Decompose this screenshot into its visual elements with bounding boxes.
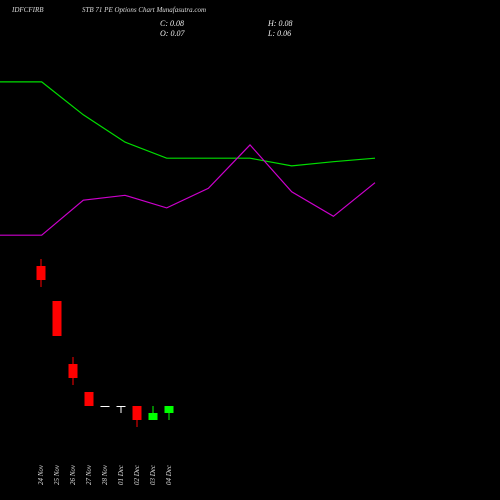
open-label: O: 0.07 [160, 29, 185, 38]
candle-body [100, 406, 110, 407]
low-label: L: 0.06 [267, 29, 291, 38]
candle-body [36, 266, 46, 280]
high-label: H: 0.08 [267, 19, 292, 28]
candle-body [116, 406, 126, 407]
candle-body [148, 413, 158, 420]
x-tick-label: 24 Nov [37, 464, 45, 485]
chart-title: IDFCFIRB [11, 6, 44, 14]
x-tick-label: 03 Dec [149, 464, 157, 485]
candle-body [132, 406, 142, 420]
indicator-line [0, 144, 376, 236]
x-tick-label: 02 Dec [133, 464, 141, 485]
x-tick-label: 25 Nov [53, 464, 61, 485]
indicator-line [0, 81, 376, 167]
close-label: C: 0.08 [160, 19, 184, 28]
candle-body [84, 392, 94, 406]
candle-body [68, 364, 78, 378]
x-tick-label: 27 Nov [85, 464, 93, 485]
candle-body [164, 406, 174, 413]
candle-body [52, 301, 62, 336]
x-tick-label: 01 Dec [117, 464, 125, 485]
x-tick-label: 04 Dec [165, 464, 173, 485]
x-tick-label: 26 Nov [69, 464, 77, 485]
x-tick-label: 28 Nov [101, 464, 109, 485]
chart-subtitle: STB 71 PE Options Chart Munafasutra.com [82, 6, 206, 14]
